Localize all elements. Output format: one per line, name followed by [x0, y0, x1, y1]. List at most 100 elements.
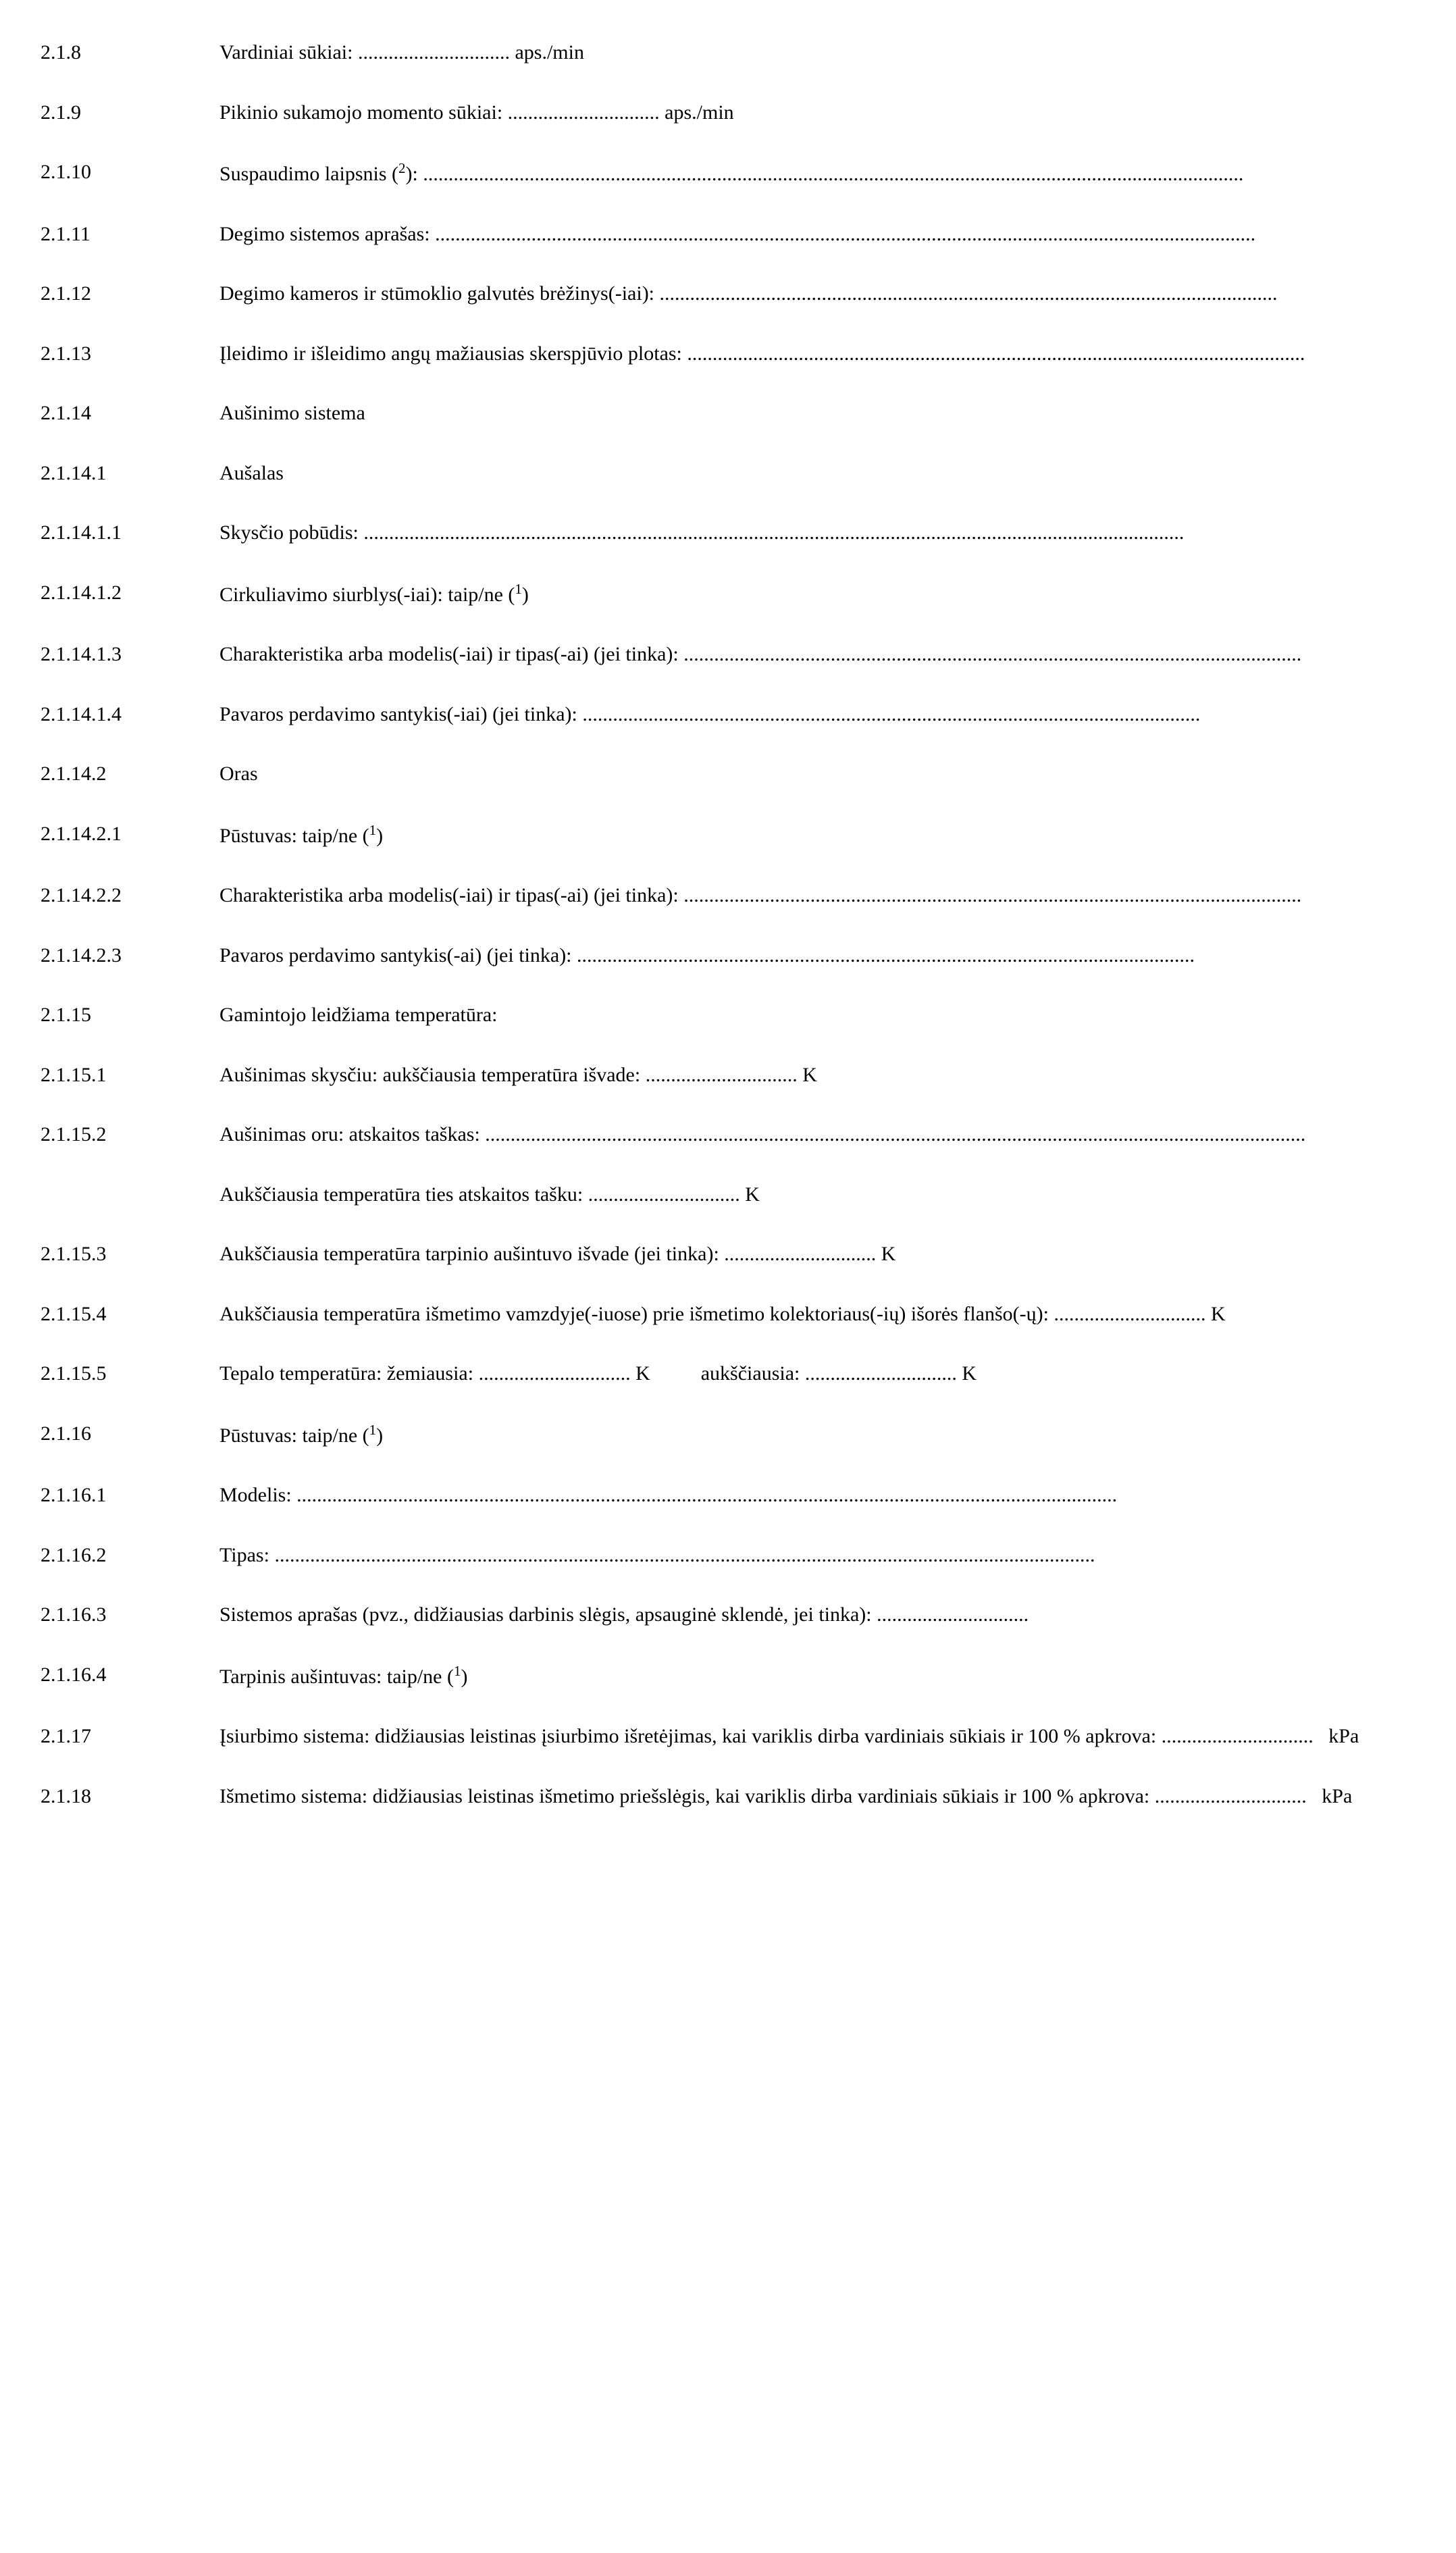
label: Vardiniai sūkiai: — [219, 41, 358, 63]
spacer — [655, 1362, 696, 1385]
label: Degimo sistemos aprašas: — [219, 223, 435, 245]
text: Tipas: .................................… — [219, 1542, 1415, 1570]
row-2-1-15-2-cont: Aukščiausia temperatūra ties atskaitos t… — [41, 1181, 1415, 1209]
row-2-1-14-1-2: 2.1.14.1.2 Cirkuliavimo siurblys(-iai): … — [41, 579, 1415, 609]
num: 2.1.8 — [41, 39, 219, 67]
text: Degimo kameros ir stūmoklio galvutės brė… — [219, 280, 1415, 308]
num: 2.1.16 — [41, 1420, 219, 1448]
row-2-1-16-2: 2.1.16.2 Tipas: ........................… — [41, 1542, 1415, 1570]
num: 2.1.15 — [41, 1002, 219, 1029]
label: Aušalas — [219, 462, 284, 484]
label: Aukščiausia temperatūra tarpinio aušintu… — [219, 1243, 724, 1265]
text: Aukščiausia temperatūra tarpinio aušintu… — [219, 1241, 1415, 1268]
num: 2.1.16.3 — [41, 1601, 219, 1629]
label: Aušinimas skysčiu: aukščiausia temperatū… — [219, 1064, 646, 1086]
fill-dots: .............................. — [877, 1603, 1029, 1626]
row-2-1-14-2-2: 2.1.14.2.2 Charakteristika arba modelis(… — [41, 882, 1415, 910]
row-2-1-16-1: 2.1.16.1 Modelis: ......................… — [41, 1482, 1415, 1510]
row-2-1-14-2-1: 2.1.14.2.1 Pūstuvas: taip/ne (1) — [41, 821, 1415, 850]
label-max: aukščiausia: — [701, 1362, 805, 1385]
row-2-1-18: 2.1.18 Išmetimo sistema: didžiausias lei… — [41, 1783, 1415, 1811]
label: Įsiurbimo sistema: didžiausias leistinas… — [219, 1725, 1162, 1747]
label: Aukščiausia temperatūra ties atskaitos t… — [219, 1183, 588, 1206]
fill-dots: ........................................… — [683, 643, 1301, 665]
label: Pavaros perdavimo santykis(-ai) (jei tin… — [219, 944, 577, 966]
row-2-1-9: 2.1.9 Pikinio sukamojo momento sūkiai: .… — [41, 99, 1415, 127]
text: Įsiurbimo sistema: didžiausias leistinas… — [219, 1723, 1415, 1751]
num: 2.1.18 — [41, 1783, 219, 1811]
label: Charakteristika arba modelis(-iai) ir ti… — [219, 643, 683, 665]
fill-dots: .............................. — [588, 1183, 740, 1206]
num: 2.1.14.1.4 — [41, 701, 219, 729]
num: 2.1.16.1 — [41, 1482, 219, 1510]
text: Tepalo temperatūra: žemiausia: .........… — [219, 1360, 1415, 1388]
unit: aps./min — [665, 101, 734, 124]
unit-min: K — [635, 1362, 650, 1385]
text: Įleidimo ir išleidimo angų mažiausias sk… — [219, 340, 1415, 368]
unit: K — [802, 1064, 817, 1086]
fill-dots: ........................................… — [435, 223, 1255, 245]
label: Aušinimo sistema — [219, 402, 365, 424]
row-2-1-15-3: 2.1.15.3 Aukščiausia temperatūra tarpini… — [41, 1241, 1415, 1268]
text: Aušinimas oru: atskaitos taškas: .......… — [219, 1121, 1415, 1149]
text: Aukščiausia temperatūra išmetimo vamzdyj… — [219, 1301, 1415, 1329]
row-2-1-11: 2.1.11 Degimo sistemos aprašas: ........… — [41, 221, 1415, 249]
label: Įleidimo ir išleidimo angų mažiausias sk… — [219, 342, 687, 365]
fill-dots: ........................................… — [577, 944, 1195, 966]
num: 2.1.14.2.2 — [41, 882, 219, 910]
row-2-1-14-1-4: 2.1.14.1.4 Pavaros perdavimo santykis(-i… — [41, 701, 1415, 729]
text: Pūstuvas: taip/ne (1) — [219, 1420, 1415, 1450]
text: Pavaros perdavimo santykis(-iai) (jei ti… — [219, 701, 1415, 729]
num: 2.1.11 — [41, 221, 219, 249]
unit: aps./min — [515, 41, 584, 63]
num: 2.1.15.3 — [41, 1241, 219, 1268]
footnote-ref: 2 — [398, 160, 406, 176]
num: 2.1.14.1.2 — [41, 579, 219, 607]
num: 2.1.14 — [41, 400, 219, 428]
fill-dots: .............................. — [508, 101, 660, 124]
num: 2.1.14.1 — [41, 460, 219, 488]
row-2-1-14-1: 2.1.14.1 Aušalas — [41, 460, 1415, 488]
label-b: ) — [376, 1424, 383, 1447]
text: Aukščiausia temperatūra ties atskaitos t… — [219, 1181, 1415, 1209]
row-2-1-13: 2.1.13 Įleidimo ir išleidimo angų mažiau… — [41, 340, 1415, 368]
row-2-1-17: 2.1.17 Įsiurbimo sistema: didžiausias le… — [41, 1723, 1415, 1751]
text: Aušalas — [219, 460, 1415, 488]
label: Pavaros perdavimo santykis(-iai) (jei ti… — [219, 703, 582, 725]
label-b: ) — [376, 825, 383, 847]
label: Tipas: — [219, 1544, 274, 1566]
unit: K — [1211, 1303, 1226, 1325]
label: Pūstuvas: taip/ne ( — [219, 1424, 369, 1447]
num: 2.1.13 — [41, 340, 219, 368]
fill-dots: .............................. — [646, 1064, 798, 1086]
unit: K — [745, 1183, 760, 1206]
label: Gamintojo leidžiama temperatūra: — [219, 1004, 498, 1026]
footnote-ref: 1 — [369, 1422, 377, 1438]
fill-dots: ........................................… — [660, 282, 1278, 305]
label: Suspaudimo laipsnis ( — [219, 163, 398, 185]
fill-dots: .............................. — [1162, 1725, 1314, 1747]
label: Degimo kameros ir stūmoklio galvutės brė… — [219, 282, 660, 305]
num: 2.1.9 — [41, 99, 219, 127]
footnote-ref: 1 — [369, 822, 377, 838]
label-b: ) — [461, 1666, 468, 1688]
fill-dots: ........................................… — [485, 1123, 1305, 1145]
fill-dots: .............................. — [724, 1243, 876, 1265]
row-2-1-14-2: 2.1.14.2 Oras — [41, 760, 1415, 788]
num: 2.1.14.1.3 — [41, 641, 219, 669]
row-2-1-15-4: 2.1.15.4 Aukščiausia temperatūra išmetim… — [41, 1301, 1415, 1329]
num: 2.1.16.2 — [41, 1542, 219, 1570]
label: Pikinio sukamojo momento sūkiai: — [219, 101, 508, 124]
fill-dots: ........................................… — [363, 521, 1184, 544]
row-2-1-12: 2.1.12 Degimo kameros ir stūmoklio galvu… — [41, 280, 1415, 308]
num: 2.1.10 — [41, 159, 219, 186]
text: Gamintojo leidžiama temperatūra: — [219, 1002, 1415, 1029]
text: Degimo sistemos aprašas: ...............… — [219, 221, 1415, 249]
row-2-1-8: 2.1.8 Vardiniai sūkiai: ................… — [41, 39, 1415, 67]
text: Pikinio sukamojo momento sūkiai: .......… — [219, 99, 1415, 127]
fill-dots: ........................................… — [296, 1484, 1117, 1506]
fill-dots: .............................. — [479, 1362, 631, 1385]
fill-dots: ........................................… — [423, 163, 1243, 185]
num: 2.1.14.2.1 — [41, 821, 219, 848]
text: Pūstuvas: taip/ne (1) — [219, 821, 1415, 850]
